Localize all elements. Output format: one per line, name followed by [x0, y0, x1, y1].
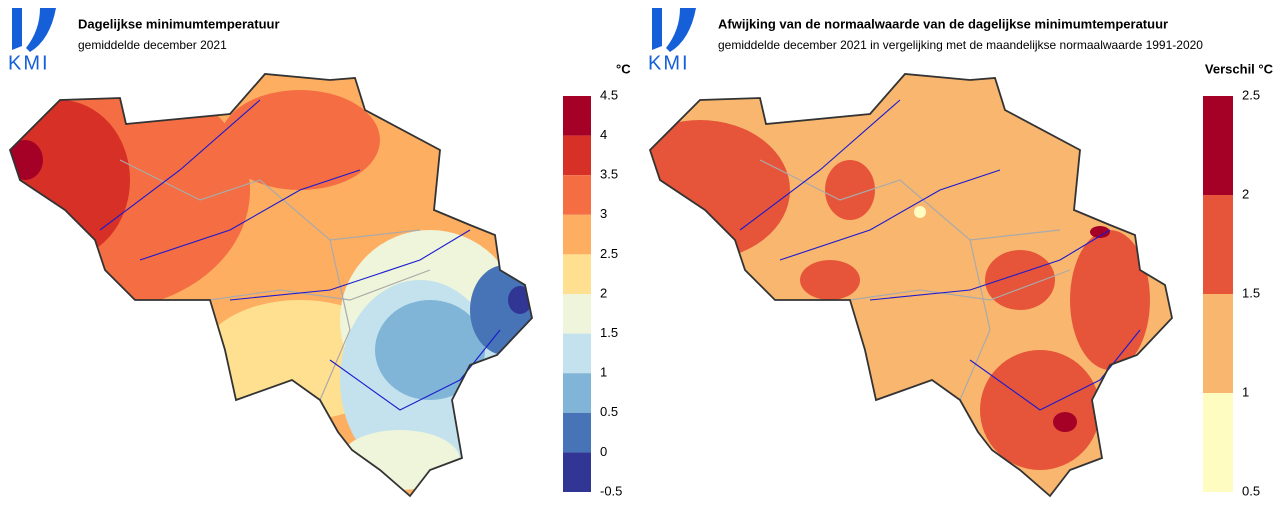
legend-swatch [1203, 96, 1233, 195]
legend-label: 1.5 [1242, 285, 1260, 300]
legend-label: 2.5 [1242, 87, 1260, 102]
map-region [1053, 412, 1077, 432]
map-region [650, 120, 790, 260]
legend-swatch [1203, 393, 1233, 492]
logo: KMI [8, 8, 56, 74]
legend: 4.5 4 3.5 3 2.5 2 1.5 1 0.5 0 -0.5 [563, 87, 622, 498]
legend-swatch [563, 294, 591, 334]
legend-unit: Verschil °C [1205, 61, 1274, 76]
map-region [1090, 226, 1110, 238]
legend-label: 3.5 [600, 167, 618, 182]
map [10, 74, 532, 496]
map [650, 74, 1172, 496]
legend-label: 0.5 [600, 404, 618, 419]
legend-label: 1 [600, 365, 607, 380]
legend-swatch [563, 135, 591, 176]
map-region [1070, 230, 1150, 370]
legend-label: 0 [600, 444, 607, 459]
logo-text: KMI [648, 52, 690, 74]
map-region [825, 160, 875, 220]
panel: KMI Afwijking van de normaalwaarde van d… [648, 8, 1274, 498]
legend-swatch [563, 214, 591, 255]
legend-label: 2 [1242, 186, 1249, 201]
map-region [220, 90, 380, 190]
map-region [340, 430, 460, 490]
legend-swatch [563, 373, 591, 413]
legend-swatch [1203, 195, 1233, 294]
legend-unit: °C [616, 61, 631, 76]
legend-label: 1.5 [600, 325, 618, 340]
map-subtitle: gemiddelde december 2021 [78, 38, 227, 52]
logo: KMI [648, 8, 696, 74]
legend-swatch [563, 96, 591, 136]
map-region [914, 206, 926, 218]
legend-swatch [563, 412, 591, 453]
legend-swatch [563, 333, 591, 374]
legend-label: 2 [600, 285, 607, 300]
map-title: Afwijking van de normaalwaarde van de da… [718, 16, 1168, 31]
map-subtitle: gemiddelde december 2021 in vergelijking… [718, 38, 1203, 52]
legend-label: 4 [600, 127, 607, 142]
map-title: Dagelijkse minimumtemperatuur [78, 16, 280, 31]
legend-label: 4.5 [600, 87, 618, 102]
legend-swatch [563, 452, 591, 492]
map-region [800, 260, 860, 300]
map-lines [648, 73, 1173, 498]
legend-swatch [563, 254, 591, 294]
map-lines [8, 73, 533, 498]
logo-text: KMI [8, 52, 50, 74]
legend-label: 3 [600, 206, 607, 221]
panel: KMI Dagelijkse minimumtemperatuur gemidd… [8, 8, 631, 498]
legend-swatch [1203, 294, 1233, 393]
legend-label: 0.5 [1242, 483, 1260, 498]
legend: 2.5 2 1.5 1 0.5 [1203, 87, 1260, 498]
legend-swatch [563, 175, 591, 215]
map-region [375, 300, 485, 400]
legend-label: 2.5 [600, 246, 618, 261]
legend-label: -0.5 [600, 483, 622, 498]
legend-label: 1 [1242, 384, 1249, 399]
